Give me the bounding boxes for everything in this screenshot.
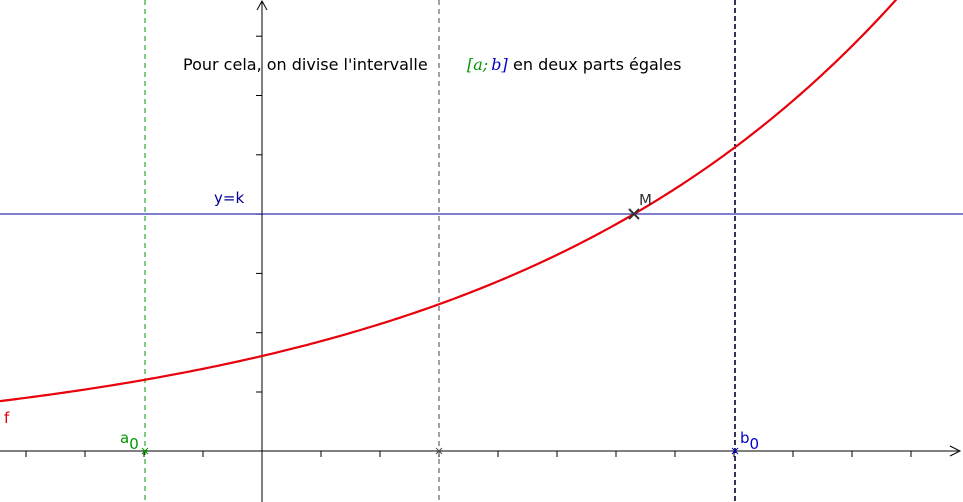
a0-label-subscript: 0 bbox=[129, 435, 139, 453]
a0-label-letter: a bbox=[120, 429, 129, 447]
caption-separator: ; bbox=[482, 55, 488, 74]
midpoint-marker bbox=[435, 447, 443, 455]
caption: Pour cela, on divise l'intervalle [a; b] … bbox=[183, 55, 681, 74]
line-y-k-label: y=k bbox=[214, 189, 244, 207]
caption-a: a bbox=[473, 55, 483, 74]
caption-b: b bbox=[491, 55, 501, 74]
caption-before: Pour cela, on divise l'intervalle bbox=[183, 55, 428, 74]
b0-point-marker bbox=[731, 447, 739, 455]
b0-label: b0 bbox=[740, 429, 759, 453]
caption-bracket-close: ] bbox=[500, 55, 508, 74]
a0-point-marker bbox=[141, 447, 149, 455]
x-axis-arrow bbox=[949, 445, 962, 457]
caption-after: en deux parts égales bbox=[513, 55, 681, 74]
a0-label: a0 bbox=[120, 429, 139, 453]
y-axis-arrow bbox=[256, 0, 268, 11]
curve-f-label: f bbox=[4, 409, 10, 427]
x-axis-ticks bbox=[25, 451, 912, 457]
b0-label-subscript: 0 bbox=[750, 435, 760, 453]
b0-label-letter: b bbox=[740, 429, 750, 447]
point-m-marker bbox=[628, 208, 640, 220]
curve-f bbox=[0, 0, 898, 403]
point-m-label: M bbox=[639, 191, 652, 209]
caption-bracket-open: [ bbox=[467, 55, 474, 74]
